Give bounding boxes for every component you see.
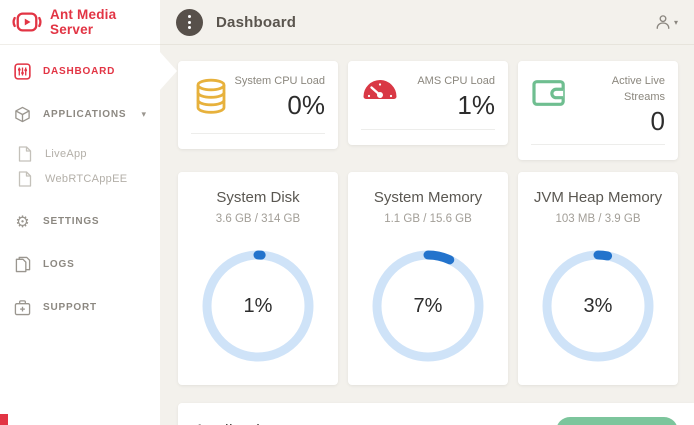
- sidebar-bottom-accent: [0, 414, 8, 425]
- sidebar-menu: DASHBOARD APPLICATIONS ▾ LiveApp: [0, 45, 160, 324]
- stat-card-active-live-streams: Active Live Streams 0: [518, 61, 678, 161]
- donut-chart: 7%: [369, 247, 487, 365]
- user-menu[interactable]: ▾: [654, 13, 678, 31]
- gauge-card-title: System Disk: [216, 189, 300, 207]
- brand-name: Ant Media Server: [50, 7, 117, 37]
- gauge-card-system-disk: System Disk 3.6 GB / 314 GB 1%: [178, 172, 338, 386]
- file-icon: [16, 170, 33, 187]
- stat-card-title: System CPU Load: [234, 75, 325, 87]
- donut-chart: 3%: [539, 247, 657, 365]
- stat-card-footer: [361, 128, 495, 145]
- file-icon: [16, 145, 33, 162]
- sidebar-item-applications[interactable]: APPLICATIONS ▾: [0, 98, 160, 131]
- gauge-card-title: System Memory: [373, 189, 483, 207]
- stat-cards-row: System CPU Load 0%: [178, 61, 694, 161]
- donut-chart: 1%: [199, 247, 317, 365]
- stat-card-system-cpu-load: System CPU Load 0%: [178, 61, 338, 149]
- stat-card-value: 0: [650, 105, 665, 136]
- ant-media-logo-icon: [12, 10, 42, 34]
- sidebar-item-settings[interactable]: ⚙ SETTINGS: [0, 205, 160, 238]
- gauge-icon: [361, 74, 403, 120]
- gauge-card-system-memory: System Memory 1.1 GB / 15.6 GB 7%: [348, 172, 508, 386]
- sidebar: Ant Media Server DASHBOARD: [0, 0, 160, 425]
- stat-card-value: 0%: [287, 89, 325, 120]
- chevron-down-icon: ▾: [673, 17, 678, 27]
- user-icon: [654, 13, 672, 31]
- wallet-icon: [531, 74, 571, 135]
- gauge-cards-row: System Disk 3.6 GB / 314 GB 1% System Me…: [178, 172, 694, 386]
- page-title: Dashboard: [216, 13, 297, 31]
- sidebar-item-label: LOGS: [43, 259, 75, 270]
- first-aid-kit-icon: [14, 299, 31, 316]
- top-header: Dashboard ▾: [160, 0, 694, 45]
- sidebar-item-webrtcappee[interactable]: WebRTCAppEE: [0, 166, 160, 191]
- sidebar-item-support[interactable]: SUPPORT: [0, 291, 160, 324]
- brand-logo[interactable]: Ant Media Server: [0, 0, 160, 45]
- stat-card-title: Active Live Streams: [611, 75, 665, 103]
- applications-title: Applications: [194, 421, 288, 425]
- stat-card-footer: [191, 133, 325, 149]
- sidebar-item-label: DASHBOARD: [43, 66, 116, 77]
- gauge-card-subtitle: 1.1 GB / 15.6 GB: [384, 213, 472, 226]
- chevron-down-icon: ▾: [141, 109, 146, 119]
- donut-percentage: 3%: [583, 294, 613, 317]
- stat-card-ams-cpu-load: AMS CPU Load 1%: [348, 61, 508, 145]
- sidebar-item-dashboard[interactable]: DASHBOARD: [0, 55, 160, 88]
- donut-percentage: 1%: [243, 294, 273, 317]
- gauge-card-jvm-heap-memory: JVM Heap Memory 103 MB / 3.9 GB 3%: [518, 172, 678, 386]
- database-icon: [191, 74, 233, 124]
- cube-icon: [14, 106, 31, 123]
- sidebar-item-logs[interactable]: LOGS: [0, 248, 160, 281]
- sidebar-item-label: WebRTCAppEE: [45, 172, 128, 185]
- gear-icon: ⚙: [15, 211, 30, 231]
- dashboard-sliders-icon: [14, 63, 31, 80]
- gauge-card-subtitle: 3.6 GB / 314 GB: [215, 213, 301, 226]
- gauge-card-subtitle: 103 MB / 3.9 GB: [555, 213, 641, 226]
- donut-percentage: 7%: [413, 294, 443, 317]
- sidebar-item-label: LiveApp: [45, 147, 87, 160]
- documents-icon: [14, 256, 31, 273]
- sidebar-item-liveapp[interactable]: LiveApp: [0, 141, 160, 166]
- active-item-arrow: [160, 52, 177, 90]
- stat-card-footer: [531, 144, 665, 160]
- gauge-card-title: JVM Heap Memory: [533, 189, 663, 207]
- sidebar-item-label: SUPPORT: [43, 302, 97, 313]
- applications-panel: Applications New Application: [178, 403, 694, 425]
- stat-card-value: 1%: [457, 89, 495, 120]
- menu-toggle-button[interactable]: [176, 8, 203, 36]
- sidebar-item-label: SETTINGS: [43, 216, 100, 227]
- sidebar-item-label: APPLICATIONS: [43, 109, 127, 120]
- main-content: System CPU Load 0%: [160, 45, 694, 425]
- new-application-button[interactable]: New Application: [555, 417, 678, 425]
- stat-card-title: AMS CPU Load: [417, 75, 495, 87]
